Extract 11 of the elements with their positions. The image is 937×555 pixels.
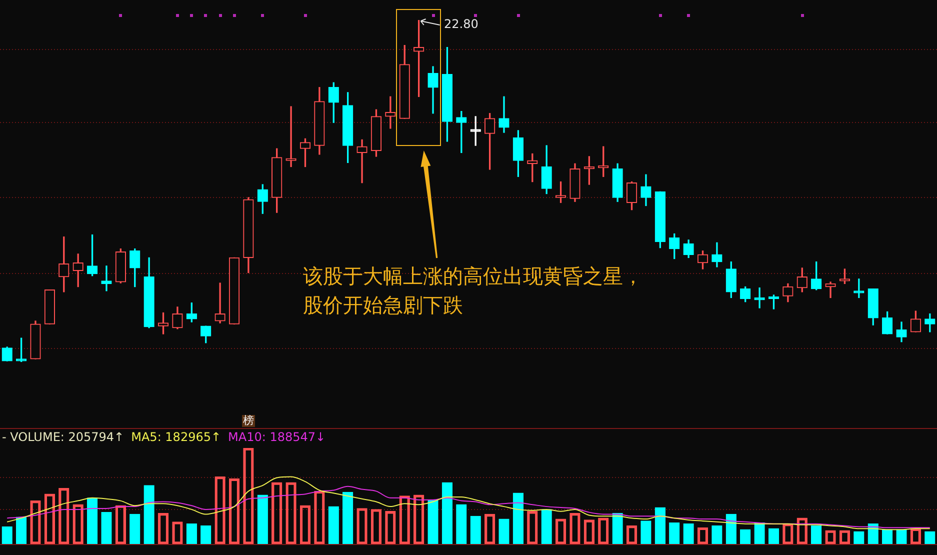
candlestick	[825, 282, 836, 298]
text: MA5: 182965↑	[131, 430, 222, 444]
candlestick	[286, 106, 296, 168]
candlestick	[214, 282, 226, 324]
candlestick	[101, 266, 112, 292]
legend-title: - VOLUME: 205794↑	[2, 430, 124, 444]
annotation: 22.80	[444, 17, 478, 31]
text: 榜	[242, 414, 254, 427]
candlestick	[356, 139, 368, 184]
text: MA10: 188547↓	[228, 430, 326, 444]
annotation: 该股于大幅上涨的高位出现黄昏之星，股价开始急剧下跌	[303, 264, 643, 318]
